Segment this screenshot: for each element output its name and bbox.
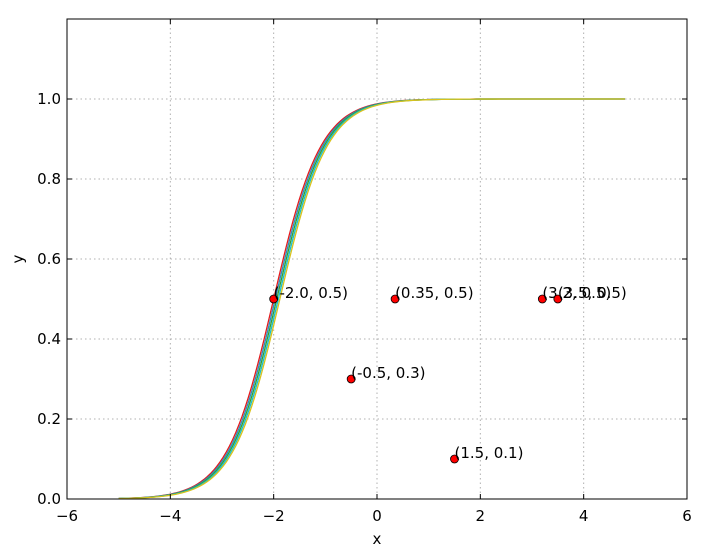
x-tick-label: −4 — [159, 507, 181, 525]
x-tick-label: 6 — [682, 507, 692, 525]
y-tick-label: 0.8 — [37, 170, 61, 188]
x-tick-label: −2 — [263, 507, 285, 525]
data-point — [390, 294, 400, 304]
x-tick-label: 4 — [579, 507, 589, 525]
data-point — [269, 294, 279, 304]
y-tick-label: 1.0 — [37, 90, 61, 108]
x-tick-label: 2 — [476, 507, 486, 525]
data-point — [346, 374, 356, 384]
axis-ticks: −6 −4 −2 0 2 4 6 0.0 0.2 0.4 0.6 0.8 1.0 — [37, 19, 692, 525]
x-axis-label: x — [373, 530, 382, 548]
sigmoid-curve-5 — [118, 98, 625, 500]
x-tick-label: −6 — [56, 507, 78, 525]
point-annotation: (-2.0, 0.5) — [274, 284, 348, 302]
plot-frame — [66, 18, 688, 500]
y-tick-label: 0.2 — [37, 410, 61, 428]
y-tick-label: 0.0 — [37, 490, 61, 508]
annotated-points: (-2.0, 0.5) (0.35, 0.5) (3.2, 0.5)(3.5, 0.… — [269, 284, 627, 464]
sigmoid-curves — [118, 98, 625, 500]
point-annotation: (0.35, 0.5) — [395, 284, 474, 302]
data-point — [537, 294, 547, 304]
point-annotation: (1.5, 0.1) — [455, 444, 524, 462]
x-tick-label: 0 — [372, 507, 382, 525]
point-annotation: (3.5, 0.5) — [558, 284, 627, 302]
data-point — [553, 294, 563, 304]
grid-lines — [67, 19, 687, 499]
y-tick-label: 0.4 — [37, 330, 61, 348]
y-axis-label: y — [9, 254, 27, 263]
point-annotation: (-0.5, 0.3) — [351, 364, 425, 382]
y-tick-label: 0.6 — [37, 250, 61, 268]
data-point — [450, 454, 459, 464]
